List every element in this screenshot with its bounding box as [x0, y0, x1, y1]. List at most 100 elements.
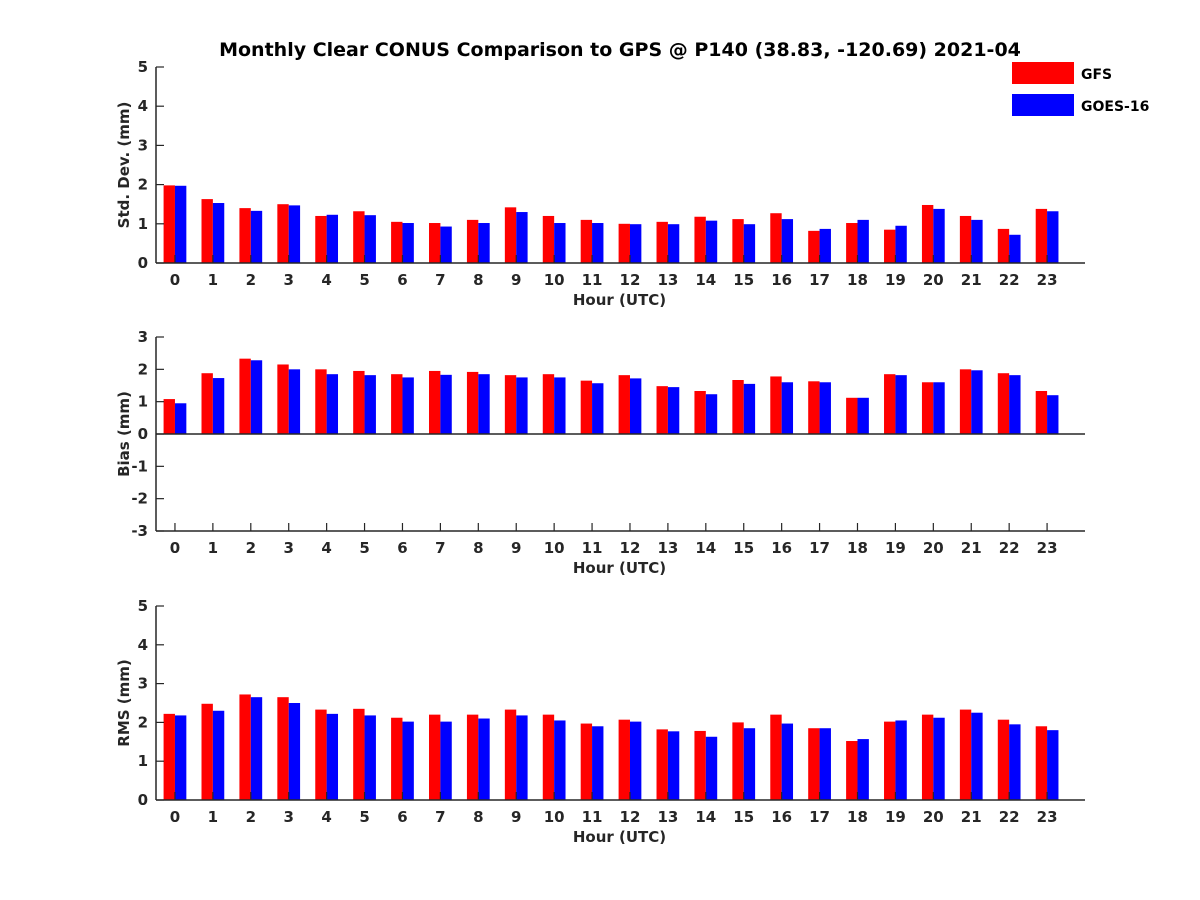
std-dev-bar-goes16-14: [705, 220, 718, 263]
rms-bar-goes16-16: [781, 723, 794, 800]
bias-x-tick-label: 8: [473, 539, 483, 557]
bias-bar-goes16-23: [1047, 395, 1059, 434]
rms-bar-goes16-4: [326, 713, 339, 800]
bias-bar-gfs-11: [580, 380, 593, 434]
rms-bar-gfs-6: [391, 717, 403, 800]
bias-x-tick-label: 1: [208, 539, 218, 557]
std-dev-bar-goes16-6: [402, 223, 414, 263]
std-dev-x-tick-label: 5: [359, 271, 369, 289]
bias-bar-goes16-0: [174, 403, 187, 434]
rms-bar-gfs-2: [239, 694, 251, 800]
rms-bar-goes16-7: [440, 721, 452, 800]
bias-x-tick-label: 4: [321, 539, 331, 557]
rms-x-tick-label: 2: [246, 808, 256, 826]
std-dev-y-tick-label: 1: [138, 215, 148, 233]
bias-x-tick-label: 0: [170, 539, 180, 557]
std-dev-x-tick-label: 2: [246, 271, 256, 289]
rms-bar-gfs-15: [732, 722, 744, 800]
rms-x-tick-label: 14: [695, 808, 716, 826]
rms-bar-gfs-8: [466, 714, 479, 800]
bias-bar-gfs-4: [315, 369, 327, 434]
std-dev-x-axis-label: Hour (UTC): [573, 291, 666, 309]
rms-bar-goes16-14: [705, 736, 718, 800]
std-dev-y-axis-label: Std. Dev. (mm): [115, 102, 133, 229]
bias-bar-goes16-1: [212, 378, 225, 434]
std-dev-bar-gfs-1: [201, 199, 213, 263]
bias-bar-gfs-5: [353, 370, 365, 434]
bias-bar-gfs-18: [846, 397, 858, 434]
bias-bar-gfs-16: [770, 376, 782, 434]
rms-bar-goes16-8: [478, 718, 490, 800]
bias-x-tick-label: 3: [283, 539, 293, 557]
bias-bar-goes16-2: [250, 360, 263, 434]
std-dev-bar-gfs-16: [770, 213, 782, 263]
rms-x-tick-label: 8: [473, 808, 483, 826]
rms-bar-gfs-23: [1035, 726, 1048, 800]
chart-title: Monthly Clear CONUS Comparison to GPS @ …: [219, 39, 1021, 61]
rms-x-tick-label: 5: [359, 808, 369, 826]
bias-bar-gfs-1: [201, 373, 213, 434]
rms-y-tick-label: 5: [138, 597, 148, 615]
bias-y-tick-label: 0: [138, 425, 148, 443]
bias-bar-gfs-20: [921, 382, 934, 434]
std-dev-bar-goes16-9: [516, 212, 528, 263]
rms-x-tick-label: 1: [208, 808, 218, 826]
std-dev-y-tick-label: 0: [138, 254, 148, 272]
rms-bar-goes16-0: [174, 715, 187, 800]
std-dev-x-tick-label: 22: [999, 271, 1020, 289]
bias-bar-goes16-18: [857, 397, 869, 434]
std-dev-bar-goes16-20: [933, 208, 945, 263]
bias-bar-goes16-12: [629, 378, 642, 434]
std-dev-bar-goes16-22: [1009, 234, 1021, 263]
std-dev-bar-gfs-19: [884, 229, 896, 263]
bias-x-tick-label: 22: [999, 539, 1020, 557]
std-dev-bar-gfs-17: [808, 230, 820, 263]
bias-x-tick-label: 7: [435, 539, 445, 557]
bias-y-tick-label: 3: [138, 328, 148, 346]
std-dev-x-tick-label: 11: [582, 271, 603, 289]
rms-y-axis-label: RMS (mm): [115, 659, 133, 746]
rms-bar-goes16-22: [1009, 724, 1021, 800]
rms-bar-goes16-23: [1047, 730, 1059, 800]
std-dev-bar-goes16-7: [440, 226, 452, 263]
rms-x-tick-label: 7: [435, 808, 445, 826]
std-dev-x-tick-label: 0: [170, 271, 180, 289]
std-dev-bar-goes16-11: [592, 223, 604, 263]
rms-x-tick-label: 20: [923, 808, 944, 826]
std-dev-x-tick-label: 16: [771, 271, 792, 289]
bias-bar-gfs-12: [618, 375, 630, 434]
rms-bar-gfs-14: [694, 730, 706, 800]
std-dev-x-tick-label: 12: [620, 271, 641, 289]
std-dev-x-tick-label: 14: [695, 271, 716, 289]
std-dev-bar-goes16-10: [554, 223, 566, 263]
std-dev-bar-goes16-2: [250, 210, 263, 263]
std-dev-x-tick-label: 23: [1037, 271, 1058, 289]
bias-bar-goes16-20: [933, 382, 945, 434]
std-dev-x-tick-label: 6: [397, 271, 407, 289]
std-dev-bar-goes16-13: [667, 224, 680, 263]
rms-bar-gfs-5: [353, 708, 365, 800]
bias-x-tick-label: 16: [771, 539, 792, 557]
rms-x-tick-label: 21: [961, 808, 982, 826]
bias-x-tick-label: 21: [961, 539, 982, 557]
std-dev-bar-gfs-20: [921, 204, 934, 263]
std-dev-x-tick-label: 17: [809, 271, 830, 289]
std-dev-x-tick-label: 4: [321, 271, 331, 289]
bias-bar-goes16-21: [971, 370, 983, 434]
std-dev-bar-goes16-23: [1047, 211, 1059, 263]
std-dev-bar-gfs-22: [997, 228, 1010, 263]
bias-x-tick-label: 2: [246, 539, 256, 557]
bias-x-tick-label: 18: [847, 539, 868, 557]
rms-bar-goes16-17: [819, 728, 831, 800]
bias-bar-gfs-17: [808, 381, 820, 434]
bias-y-tick-label: -3: [131, 522, 148, 540]
bias-x-axis-label: Hour (UTC): [573, 559, 666, 577]
std-dev-bar-goes16-8: [478, 223, 490, 263]
std-dev-bar-gfs-5: [353, 211, 365, 263]
rms-bar-gfs-20: [921, 714, 934, 800]
bias-bar-goes16-15: [743, 383, 756, 434]
std-dev-bar-goes16-21: [971, 219, 983, 263]
